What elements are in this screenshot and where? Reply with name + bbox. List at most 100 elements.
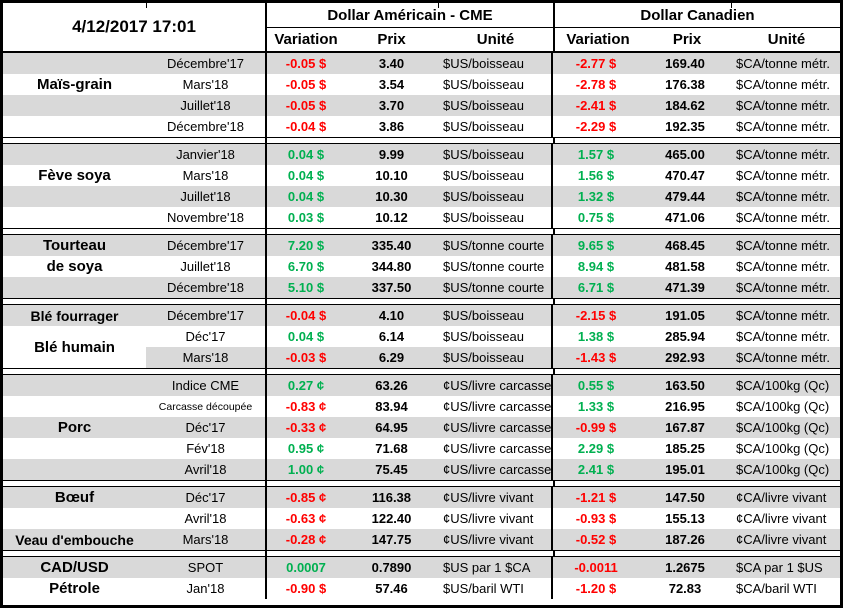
ca-variation: -1.21 $ bbox=[575, 490, 617, 505]
usd-prix-header: Prix bbox=[377, 31, 406, 48]
table-row: Avril'18 1.00 ¢ 75.45 ¢US/livre carcasse… bbox=[3, 459, 840, 480]
contract-month: Décembre'17 bbox=[146, 235, 267, 256]
table-row: Décembre'18 5.10 $ 337.50 $US/tonne cour… bbox=[3, 277, 840, 298]
commodity-label bbox=[3, 207, 146, 228]
section-divider bbox=[3, 137, 840, 144]
us-unit: $US par 1 $CA bbox=[438, 557, 553, 578]
ca-unit: ¢CA/livre vivant bbox=[736, 490, 827, 505]
table-row: Veau d'embouche Mars'18 -0.28 ¢ 147.75 ¢… bbox=[3, 529, 840, 550]
contract-month: Juillet'18 bbox=[146, 256, 267, 277]
section-divider bbox=[3, 368, 840, 375]
cad-unite-header: Unité bbox=[767, 31, 806, 48]
table-row: Déc'17 0.04 $ 6.14 $US/boisseau 1.38 $ 2… bbox=[3, 326, 840, 347]
ca-unit: $CA/tonne métr. bbox=[736, 210, 830, 225]
us-variation: -0.28 ¢ bbox=[285, 532, 327, 547]
us-price: 71.68 bbox=[375, 441, 408, 456]
ca-price: 147.50 bbox=[665, 490, 705, 505]
us-price: 6.14 bbox=[378, 329, 405, 344]
us-price: 337.50 bbox=[371, 280, 412, 295]
section-divider bbox=[3, 228, 840, 235]
cad-subheader: Variation Prix Unité bbox=[555, 28, 840, 51]
us-unit: ¢US/livre vivant bbox=[438, 529, 553, 550]
ca-variation: -2.29 $ bbox=[575, 119, 617, 134]
cad-group-title: Dollar Canadien bbox=[555, 3, 840, 28]
commodity-label bbox=[3, 144, 146, 165]
section-porc: Indice CME 0.27 ¢ 63.26 ¢US/livre carcas… bbox=[3, 375, 840, 480]
ca-price: 176.38 bbox=[665, 77, 705, 92]
ca-unit: $CA/tonne métr. bbox=[736, 147, 830, 162]
us-unit: ¢US/livre vivant bbox=[438, 487, 553, 508]
ca-price: 470.47 bbox=[665, 168, 705, 183]
ca-unit: $CA/100kg (Qc) bbox=[736, 420, 830, 435]
us-variation: 0.04 $ bbox=[287, 168, 325, 183]
table-row: Décembre'18 -0.04 $ 3.86 $US/boisseau -2… bbox=[3, 116, 840, 137]
table-row: Novembre'18 0.03 $ 10.12 $US/boisseau 0.… bbox=[3, 207, 840, 228]
contract-month: Novembre'18 bbox=[146, 207, 267, 228]
ca-unit: $CA/tonne métr. bbox=[736, 189, 830, 204]
section-feve-soya: Janvier'18 0.04 $ 9.99 $US/boisseau 1.57… bbox=[3, 144, 840, 228]
us-price: 3.40 bbox=[378, 56, 405, 71]
commodity-label: Bœuf bbox=[54, 489, 95, 506]
us-unit: $US/boisseau bbox=[438, 326, 553, 347]
us-unit: $US/tonne courte bbox=[438, 277, 553, 298]
commodity-label: Tourteau bbox=[42, 237, 107, 254]
ca-variation: 6.71 $ bbox=[577, 280, 615, 295]
cad-prix-header: Prix bbox=[672, 31, 702, 48]
commodity-label: Fève soya bbox=[38, 167, 111, 184]
us-variation: 0.0007 bbox=[286, 560, 326, 575]
column-tick bbox=[731, 3, 732, 8]
contract-month: Déc'17 bbox=[146, 487, 267, 508]
us-variation: -0.85 ¢ bbox=[285, 490, 327, 505]
ca-price: 292.93 bbox=[665, 350, 705, 365]
section-divider bbox=[3, 480, 840, 487]
contract-month: Décembre'17 bbox=[146, 305, 267, 326]
table-row: Bœuf Déc'17 -0.85 ¢ 116.38 ¢US/livre viv… bbox=[3, 487, 840, 508]
ca-variation: 0.75 $ bbox=[577, 210, 615, 225]
table-row: Juillet'18 0.04 $ 10.30 $US/boisseau 1.3… bbox=[3, 186, 840, 207]
ca-variation: -1.20 $ bbox=[575, 581, 617, 596]
us-variation: -0.90 $ bbox=[285, 581, 327, 596]
us-unit: $US/boisseau bbox=[438, 116, 553, 137]
us-price: 10.10 bbox=[375, 168, 408, 183]
ca-variation: -2.15 $ bbox=[575, 308, 617, 323]
section-tourteau-de-soya: Tourteau Décembre'17 7.20 $ 335.40 $US/t… bbox=[3, 235, 840, 298]
ca-variation: -0.99 $ bbox=[575, 420, 617, 435]
ca-variation: 1.56 $ bbox=[577, 168, 615, 183]
commodity-label bbox=[3, 95, 146, 116]
ca-variation: -2.78 $ bbox=[575, 77, 617, 92]
column-tick bbox=[146, 3, 147, 8]
contract-month: Décembre'18 bbox=[146, 277, 267, 298]
contract-month: Juillet'18 bbox=[146, 95, 267, 116]
ca-price: 192.35 bbox=[665, 119, 705, 134]
us-variation: 5.10 $ bbox=[287, 280, 325, 295]
us-price: 147.75 bbox=[371, 532, 412, 547]
ca-price: 465.00 bbox=[665, 147, 705, 162]
us-price: 344.80 bbox=[371, 259, 412, 274]
us-price: 3.70 bbox=[378, 98, 405, 113]
us-price: 9.99 bbox=[378, 147, 405, 162]
us-price: 10.12 bbox=[375, 210, 408, 225]
contract-month: Déc'17 bbox=[146, 417, 267, 438]
us-variation: -0.83 ¢ bbox=[285, 399, 327, 414]
section-divider bbox=[3, 550, 840, 557]
contract-month: Jan'18 bbox=[146, 578, 267, 599]
table-row: CAD/USD SPOT 0.0007 0.7890 $US par 1 $CA… bbox=[3, 557, 840, 578]
us-unit: $US/boisseau bbox=[438, 74, 553, 95]
section-cadusd-petrole: CAD/USD SPOT 0.0007 0.7890 $US par 1 $CA… bbox=[3, 557, 840, 599]
us-unit: ¢US/livre carcasse bbox=[438, 417, 553, 438]
ca-variation: 1.33 $ bbox=[577, 399, 615, 414]
ca-unit: $CA/baril WTI bbox=[736, 581, 817, 596]
us-variation: 1.00 ¢ bbox=[287, 462, 325, 477]
ca-price: 155.13 bbox=[665, 511, 705, 526]
us-variation: -0.04 $ bbox=[285, 308, 327, 323]
contract-month: Juillet'18 bbox=[146, 186, 267, 207]
section-divider bbox=[3, 298, 840, 305]
report-timestamp: 4/12/2017 17:01 bbox=[3, 3, 267, 51]
ca-price: 184.62 bbox=[665, 98, 705, 113]
commodity-label bbox=[3, 53, 146, 74]
ca-variation: -2.41 $ bbox=[575, 98, 617, 113]
ca-variation: 8.94 $ bbox=[577, 259, 615, 274]
commodity-label: Blé fourrager bbox=[30, 307, 119, 324]
table-row: Avril'18 -0.63 ¢ 122.40 ¢US/livre vivant… bbox=[3, 508, 840, 529]
us-price: 3.54 bbox=[378, 77, 405, 92]
